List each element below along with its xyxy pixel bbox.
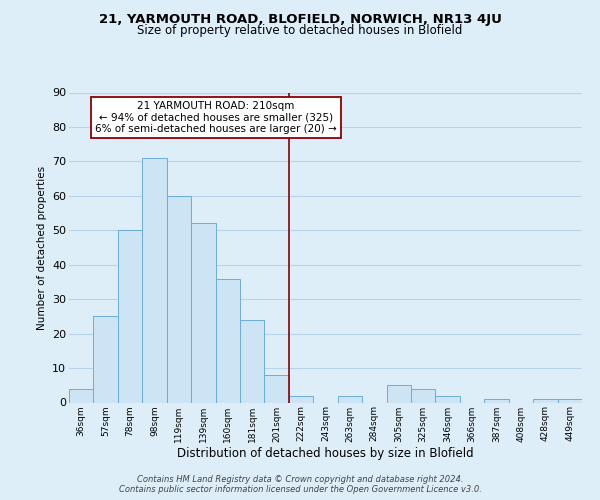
Bar bbox=[557, 399, 582, 402]
Bar bbox=[533, 399, 557, 402]
Bar bbox=[484, 399, 509, 402]
Bar bbox=[436, 396, 460, 402]
Text: 21 YARMOUTH ROAD: 210sqm
← 94% of detached houses are smaller (325)
6% of semi-d: 21 YARMOUTH ROAD: 210sqm ← 94% of detach… bbox=[95, 101, 337, 134]
Bar bbox=[240, 320, 265, 402]
Bar bbox=[265, 375, 289, 402]
Bar bbox=[338, 396, 362, 402]
Y-axis label: Number of detached properties: Number of detached properties bbox=[37, 166, 47, 330]
Text: Contains HM Land Registry data © Crown copyright and database right 2024.
Contai: Contains HM Land Registry data © Crown c… bbox=[119, 474, 481, 494]
Bar bbox=[215, 278, 240, 402]
Bar bbox=[167, 196, 191, 402]
Bar bbox=[289, 396, 313, 402]
Bar bbox=[94, 316, 118, 402]
Bar bbox=[142, 158, 167, 402]
Text: Size of property relative to detached houses in Blofield: Size of property relative to detached ho… bbox=[137, 24, 463, 37]
Bar bbox=[118, 230, 142, 402]
Text: 21, YARMOUTH ROAD, BLOFIELD, NORWICH, NR13 4JU: 21, YARMOUTH ROAD, BLOFIELD, NORWICH, NR… bbox=[98, 12, 502, 26]
Bar bbox=[69, 388, 94, 402]
Bar bbox=[386, 386, 411, 402]
X-axis label: Distribution of detached houses by size in Blofield: Distribution of detached houses by size … bbox=[177, 447, 474, 460]
Bar bbox=[411, 388, 436, 402]
Bar bbox=[191, 224, 215, 402]
